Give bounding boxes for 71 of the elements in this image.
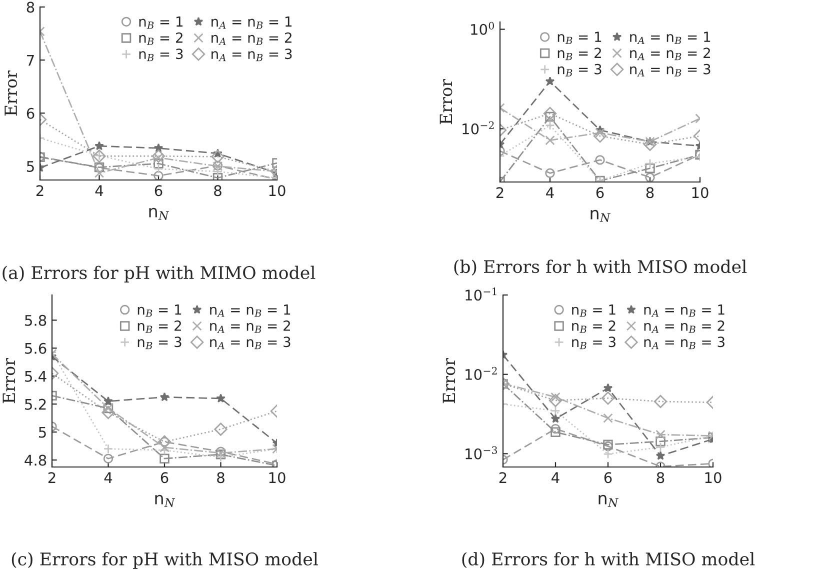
- x-tick-label: 8: [646, 187, 654, 198]
- legend-label: n$_{A}$ = n$_{B}$ = 1: [212, 16, 292, 29]
- x-axis-title: n$_{N}$: [590, 210, 611, 222]
- y-tick-label: 5.4: [25, 371, 46, 382]
- y-tick-label: 10$^{−2}$: [466, 366, 497, 380]
- y-axis-title: Error: [2, 358, 16, 404]
- y-axis-title: Error: [440, 78, 452, 124]
- x-tick-label: 6: [154, 185, 162, 196]
- legend-label: n$_{A}$ = n$_{B}$ = 3: [644, 336, 724, 350]
- legend-label: n$_{A}$ = n$_{B}$ = 2: [210, 320, 290, 333]
- text: (d) Errors for h with MISO model: [462, 552, 755, 568]
- y-tick-label: 10$^{0}$: [471, 22, 494, 35]
- y-tick-label: 5: [26, 161, 34, 172]
- legend-label: n$_{B}$ = 2: [572, 320, 616, 333]
- x-tick-label: 10: [692, 187, 708, 198]
- text: (a) Errors for pH with MIMO model: [2, 266, 316, 283]
- x-tick-label: 4: [546, 187, 554, 198]
- x-tick-label: 2: [499, 472, 506, 483]
- legend-label: n$_{A}$ = n$_{B}$ = 3: [212, 48, 292, 62]
- y-tick-label: 10$^{−2}$: [462, 121, 494, 134]
- y-tick-label: 5.6: [25, 342, 46, 354]
- y-tick-label: 6: [26, 108, 34, 119]
- x-axis-title: n$_{N}$: [598, 494, 619, 507]
- legend-label: n$_{B}$ = 1: [572, 304, 616, 317]
- legend-label: n$_{A}$ = n$_{B}$ = 1: [630, 32, 710, 44]
- legend-label: n$_{B}$ = 1: [138, 304, 182, 317]
- x-tick-label: 2: [36, 185, 44, 196]
- y-axis-title: Error: [442, 358, 456, 404]
- y-tick-label: 7: [27, 54, 34, 66]
- x-tick-label: 8: [656, 472, 664, 484]
- x-axis-title: n$_{N}$: [149, 208, 170, 220]
- x-tick-label: 2: [496, 187, 504, 198]
- legend-label: n$_{B}$ = 2: [558, 48, 601, 60]
- y-tick-label: 8: [26, 2, 34, 13]
- x-axis-title: n$_{N}$: [155, 494, 176, 507]
- legend-label: n$_{A}$ = n$_{B}$ = 2: [644, 320, 724, 333]
- y-tick-label: 5.8: [25, 314, 46, 326]
- x-tick-label: 6: [604, 472, 612, 484]
- legend-label: n$_{B}$ = 3: [138, 336, 182, 350]
- x-tick-label: 10: [269, 185, 286, 196]
- legend-label: n$_{A}$ = n$_{B}$ = 1: [644, 304, 724, 317]
- y-tick-label: 5: [38, 426, 46, 438]
- x-tick-label: 2: [48, 472, 56, 483]
- y-tick-label: 4.8: [24, 454, 46, 466]
- x-tick-label: 10: [269, 472, 286, 484]
- legend-label: n$_{B}$ = 1: [139, 16, 183, 29]
- x-tick-label: 4: [552, 472, 560, 483]
- x-tick-label: 6: [160, 472, 168, 484]
- y-tick-label: 10$^{−1}$: [466, 288, 496, 301]
- legend-label: n$_{A}$ = n$_{B}$ = 2: [212, 32, 292, 45]
- legend-label: n$_{B}$ = 2: [139, 32, 182, 45]
- x-tick-label: 8: [214, 185, 222, 196]
- text: (c) Errors for pH with MISO model: [12, 552, 318, 569]
- legend-label: n$_{A}$ = n$_{B}$ = 3: [630, 64, 710, 76]
- legend-label: n$_{B}$ = 3: [558, 64, 602, 76]
- legend-label: n$_{A}$ = n$_{B}$ = 3: [210, 336, 290, 350]
- y-tick-label: 5.2: [25, 398, 46, 410]
- text: (b) Errors for h with MISO model: [454, 260, 747, 276]
- y-axis-title: Error: [4, 70, 18, 116]
- x-tick-label: 8: [217, 472, 224, 484]
- x-tick-label: 6: [596, 187, 604, 198]
- y-tick-label: 10$^{−3}$: [466, 446, 497, 460]
- x-tick-label: 10: [705, 472, 722, 484]
- legend-label: n$_{B}$ = 3: [572, 336, 616, 350]
- x-tick-label: 4: [95, 185, 104, 196]
- legend-label: n$_{A}$ = n$_{B}$ = 1: [210, 304, 290, 317]
- legend-label: n$_{B}$ = 3: [139, 48, 183, 62]
- x-tick-label: 4: [104, 472, 112, 483]
- legend-label: n$_{B}$ = 2: [138, 320, 181, 333]
- legend-label: n$_{B}$ = 1: [558, 32, 602, 44]
- legend-label: n$_{A}$ = n$_{B}$ = 2: [630, 48, 710, 60]
